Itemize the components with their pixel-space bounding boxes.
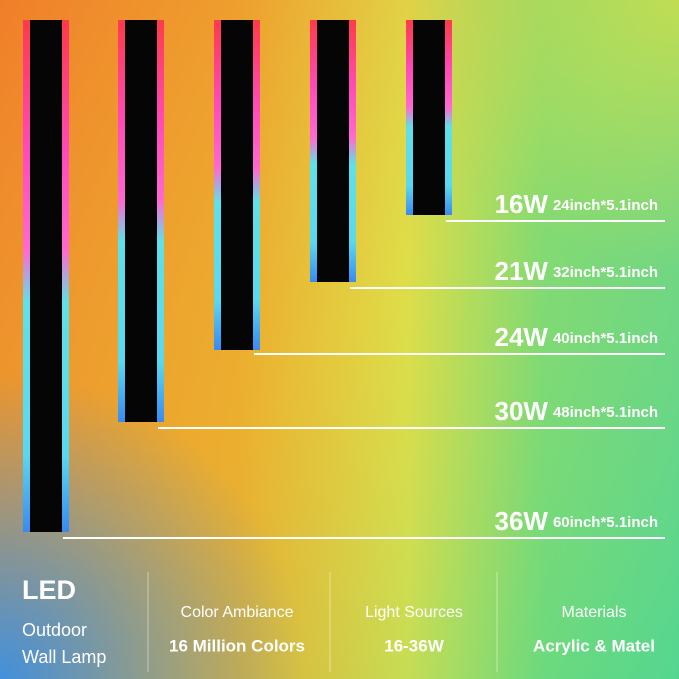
lamp-size: 60inch*5.1inch: [553, 514, 658, 531]
feature-value: 16-36W: [384, 636, 444, 655]
lamp-body: [317, 20, 349, 282]
lamp-size: 32inch*5.1inch: [553, 264, 658, 281]
lamp-power: 24W: [494, 322, 548, 352]
lamp-power: 21W: [494, 256, 548, 286]
lamp-body: [221, 20, 253, 350]
feature-value: 16 Million Colors: [169, 636, 305, 655]
lamp-spec: 30W 48inch*5.1inch: [494, 396, 658, 426]
lamp-spec: 16W 24inch*5.1inch: [494, 189, 658, 219]
lamp-size: 24inch*5.1inch: [553, 197, 658, 214]
lamp-body: [30, 20, 62, 532]
brand-line: Outdoor: [22, 620, 87, 640]
feature-label: Light Sources: [365, 604, 463, 621]
feature-value: Acrylic & Matel: [533, 636, 655, 655]
feature-label: Color Ambiance: [181, 604, 294, 621]
lamp-body: [413, 20, 445, 215]
lamp-power: 16W: [494, 189, 548, 219]
lamp-power: 36W: [494, 506, 548, 536]
lamp-spec: 36W 60inch*5.1inch: [494, 506, 658, 536]
feature-label: Materials: [562, 604, 627, 621]
lamp-size: 48inch*5.1inch: [553, 404, 658, 421]
lamp-body: [125, 20, 157, 422]
brand-line: Wall Lamp: [22, 647, 106, 667]
brand-title: LED: [22, 575, 76, 605]
lamp-spec: 24W 40inch*5.1inch: [494, 322, 658, 352]
lamps: 16W 24inch*5.1inch 21W 32inch*5.1inch 24W 40i…: [23, 20, 665, 539]
lamp-spec: 21W 32inch*5.1inch: [494, 256, 658, 286]
lamp-power: 30W: [494, 396, 548, 426]
lamp-size: 40inch*5.1inch: [553, 330, 658, 347]
